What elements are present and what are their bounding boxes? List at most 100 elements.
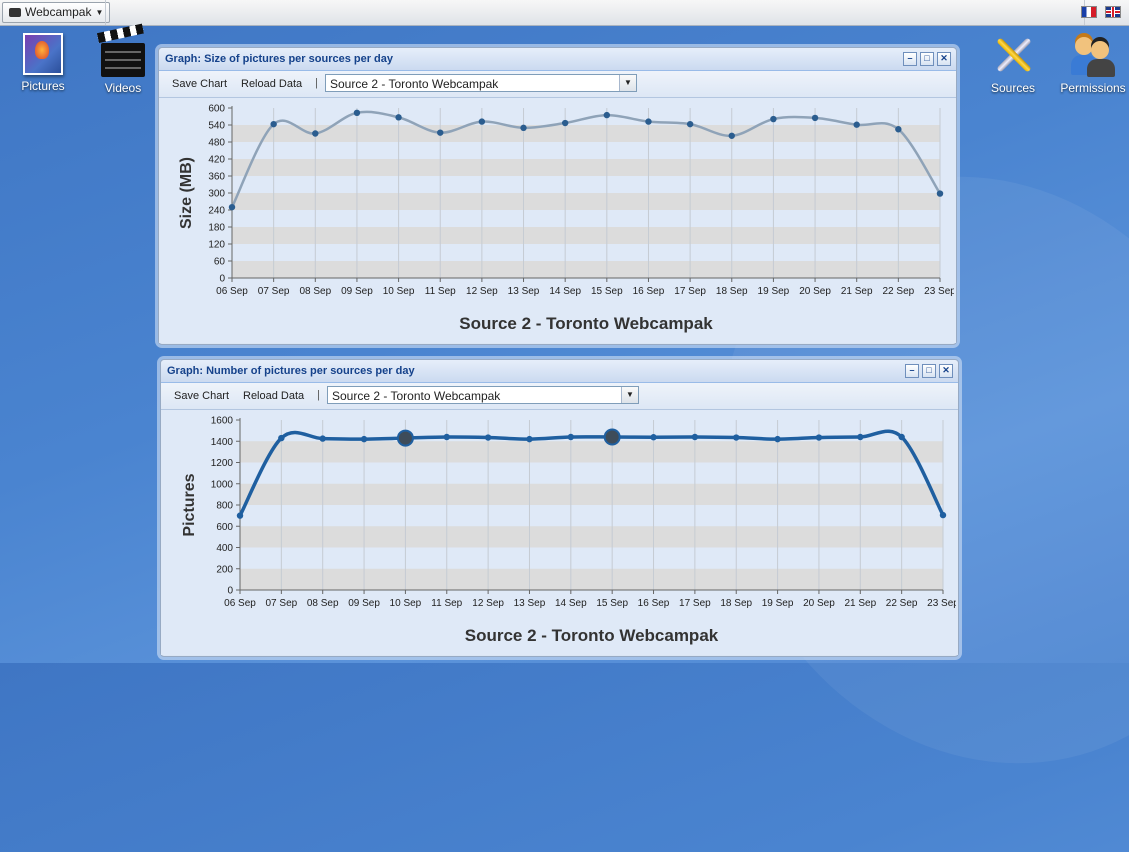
chart-grid-band [232,125,940,142]
x-tick-label: 22 Sep [883,286,915,297]
x-tick-label: 08 Sep [299,286,331,297]
topbar-divider [105,0,106,25]
english-flag-icon[interactable] [1105,6,1121,18]
data-point [396,429,414,447]
x-tick-label: 13 Sep [508,286,540,297]
chart-grid-band [240,568,943,590]
y-tick-label: 360 [208,172,225,183]
x-tick-label: 13 Sep [514,598,546,609]
x-tick-label: 14 Sep [549,286,581,297]
y-tick-label: 400 [216,543,233,554]
reload-data-button[interactable]: Reload Data [241,78,303,90]
y-tick-label: 800 [216,501,233,512]
clapperboard-icon [101,43,145,77]
desktop-icon-permissions[interactable]: Permissions [1058,33,1128,95]
graph-window-size: Graph: Size of pictures per sources per … [158,47,957,345]
data-point [815,434,823,441]
data-point [733,434,740,441]
desktop-icon-sources[interactable]: Sources [978,33,1048,95]
close-icon[interactable]: ✕ [939,364,953,378]
y-tick-label: 540 [208,121,225,132]
data-point [561,119,569,127]
x-tick-label: 22 Sep [886,598,918,609]
minimize-icon[interactable]: – [905,364,919,378]
x-tick-label: 17 Sep [679,598,711,609]
source-select[interactable]: Source 2 - Toronto Webcampak ▼ [325,74,637,92]
x-tick-label: 10 Sep [390,598,422,609]
minimize-icon[interactable]: – [903,52,917,66]
reload-data-button[interactable]: Reload Data [243,390,305,402]
app-menu-button[interactable]: Webcampak ▼ [2,2,111,23]
x-tick-label: 21 Sep [841,286,873,297]
y-tick-label: 480 [208,138,225,149]
chart-title: Source 2 - Toronto Webcampak [465,626,719,645]
data-point [319,435,326,442]
x-tick-label: 15 Sep [591,286,623,297]
maximize-icon[interactable]: □ [920,52,934,66]
data-point [645,118,652,125]
chart-grid-band [232,227,940,244]
data-point [312,130,319,137]
y-tick-label: 60 [214,257,226,268]
french-flag-icon[interactable] [1081,6,1097,18]
x-tick-label: 18 Sep [716,286,748,297]
desktop-icon-label: Pictures [21,79,65,93]
window-titlebar[interactable]: Graph: Number of pictures per sources pe… [161,360,958,383]
data-point [857,433,864,441]
close-icon[interactable]: ✕ [937,52,951,66]
y-tick-label: 200 [216,564,233,575]
y-tick-label: 420 [208,155,225,166]
save-chart-button[interactable]: Save Chart [174,390,230,402]
chart-container: 0 200 400 600 800 1000 1200 1400 1600 06 Sep 07 Se… [161,410,959,655]
data-point [774,435,781,443]
y-axis-label: Size (MB) [178,157,195,229]
window-titlebar[interactable]: Graph: Size of pictures per sources per … [159,48,956,71]
maximize-icon[interactable]: □ [922,364,936,378]
data-point [526,435,533,443]
chart-grid-band [232,159,940,176]
data-point [484,434,492,441]
y-tick-label: 1000 [211,479,234,490]
data-point [770,115,777,123]
y-tick-label: 600 [208,104,225,115]
pictures-icon [23,33,63,75]
window-title: Graph: Size of pictures per sources per … [165,53,394,65]
chart-title: Source 2 - Toronto Webcampak [459,314,713,333]
y-tick-label: 1400 [211,437,234,448]
chart-grid-band [232,193,940,210]
desktop-icon-pictures[interactable]: Pictures [8,33,78,93]
data-point [567,433,575,441]
data-point [691,433,699,441]
x-tick-label: 17 Sep [674,286,706,297]
chevron-down-icon[interactable]: ▼ [619,75,636,91]
data-point [360,435,368,443]
desktop-icon-videos[interactable]: Videos [88,33,158,95]
x-tick-label: 14 Sep [555,598,587,609]
chevron-down-icon[interactable]: ▼ [621,387,638,403]
x-tick-label: 10 Sep [383,286,415,297]
chart-container: 0 60 120 180 240 300 360 420 480 540 600 06 Sep 07 S… [159,98,956,343]
x-tick-label: 06 Sep [224,598,256,609]
source-select-value: Source 2 - Toronto Webcampak [330,77,499,91]
x-tick-label: 16 Sep [633,286,665,297]
x-tick-label: 12 Sep [472,598,504,609]
data-point [278,434,285,442]
y-tick-label: 0 [227,586,233,597]
source-select[interactable]: Source 2 - Toronto Webcampak ▼ [327,386,639,404]
y-tick-label: 240 [208,206,225,217]
x-tick-label: 12 Sep [466,286,498,297]
chevron-down-icon: ▼ [95,8,104,17]
desktop-icon-label: Sources [990,81,1036,95]
x-tick-label: 19 Sep [762,598,794,609]
tools-icon [991,33,1035,77]
x-tick-label: 16 Sep [638,598,670,609]
data-point [939,511,947,519]
x-tick-label: 11 Sep [431,598,462,609]
source-select-value: Source 2 - Toronto Webcampak [332,389,501,403]
series-line [230,110,942,208]
save-chart-button[interactable]: Save Chart [172,78,228,90]
x-tick-label: 11 Sep [425,286,456,297]
y-tick-label: 600 [216,522,233,533]
data-point [728,132,735,139]
window-toolbar: Save Chart Reload Data | Source 2 - Toro… [159,71,956,98]
